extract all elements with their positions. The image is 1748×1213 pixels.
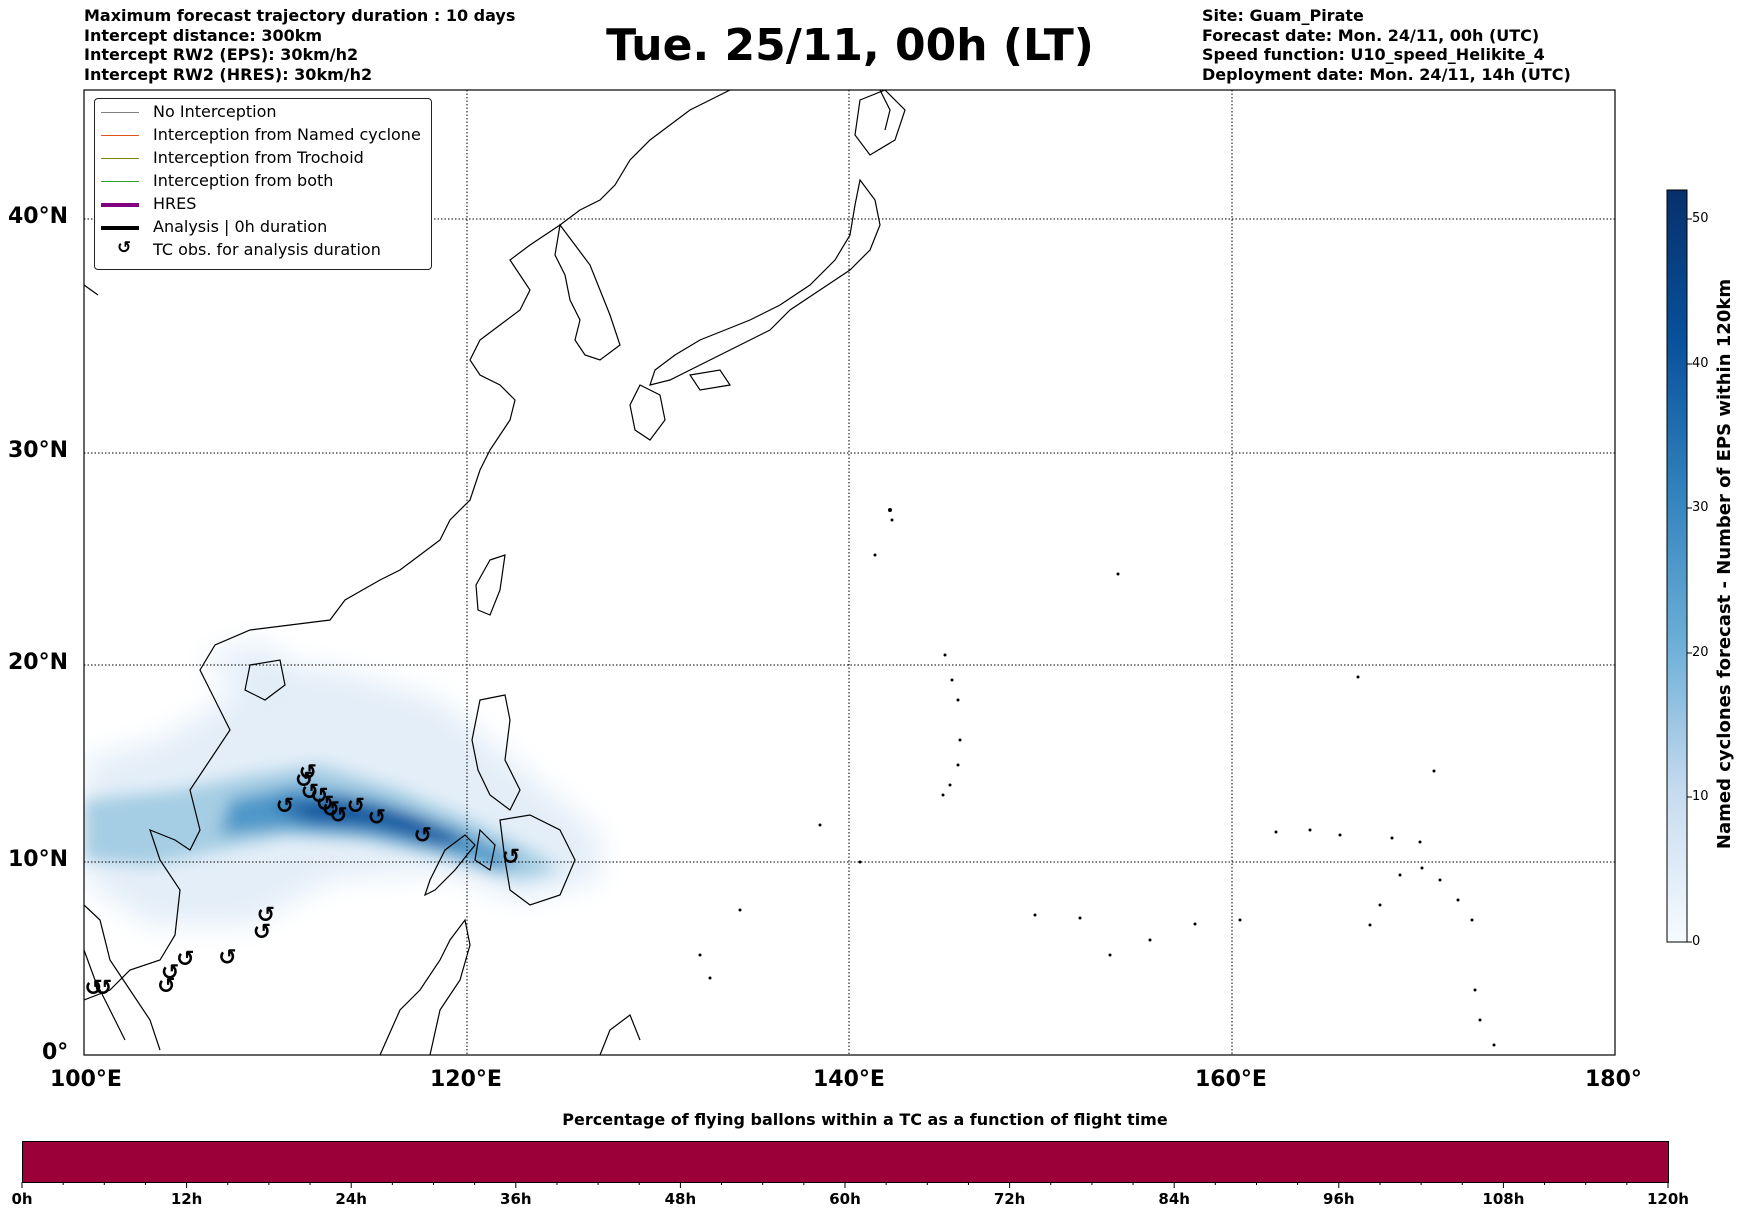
tc-obs-cyclone-icon: ↺ <box>295 768 313 793</box>
tc-obs-cyclone-icon: ↺ <box>276 794 294 819</box>
tc-obs-cyclone-icon: ↺ <box>329 804 347 829</box>
timebar-tick-label: 72h <box>993 1190 1026 1208</box>
header-right-info: Site: Guam_Pirate Forecast date: Mon. 24… <box>1202 6 1571 84</box>
tc-obs-cyclone-icon: ↺ <box>322 798 340 823</box>
header-left-line: Maximum forecast trajectory duration : 1… <box>84 6 516 25</box>
header-right-line: Speed function: U10_speed_Helikite_4 <box>1202 45 1545 64</box>
header-left-line: Intercept RW2 (HRES): 30km/h2 <box>84 64 373 84</box>
timebar-tick-label: 60h <box>829 1190 861 1208</box>
timebar-tick-label: 0h <box>11 1190 33 1208</box>
timebar-tick-label: 36h <box>500 1190 532 1208</box>
lat-label-10n: 10°N <box>8 847 69 872</box>
timebar-title: Percentage of flying ballons within a TC… <box>562 1110 1168 1129</box>
tc-obs-cyclone-icon: ↺ <box>502 845 520 870</box>
timebar-tick-label: 12h <box>170 1190 203 1208</box>
lat-label-40n: 40°N <box>8 204 69 229</box>
colorbar-ticks <box>1687 218 1692 943</box>
colorbar-tick: 30 <box>1692 500 1709 515</box>
timebar-tick-label: 24h <box>335 1190 367 1208</box>
tc-obs-cyclone-icon: ↺ <box>218 945 236 970</box>
lon-label-140e: 140°E <box>813 1067 885 1092</box>
lat-label-30n: 30°N <box>8 438 69 463</box>
legend: No Interception Interception from Named … <box>94 98 432 270</box>
tc-obs-cyclone-icon: ↺ <box>84 976 102 1001</box>
tc-obs-cyclone-icon: ↺ <box>301 780 319 805</box>
cyclone-density-core <box>84 765 560 880</box>
colorbar-title: Named cyclones forecast - Number of EPS … <box>1714 279 1735 849</box>
tc-obs-cyclone-icon: ↺ <box>257 903 275 928</box>
timebar-tick-label: 96h <box>1323 1190 1355 1208</box>
timebar-tick-label: 108h <box>1482 1190 1525 1208</box>
colorbar-tick: 40 <box>1692 356 1709 371</box>
timebar-tick-label: 84h <box>1158 1190 1190 1208</box>
colorbar-tick: 20 <box>1692 645 1709 660</box>
timebar-tick-label: 48h <box>664 1190 697 1208</box>
tc-obs-cyclone-icon: ↺ <box>316 792 334 817</box>
tc-obs-cyclone-icon: ↺ <box>94 976 112 1001</box>
tc-obs-cyclone-icon: ↺ <box>176 947 194 972</box>
cyclone-symbol-icon: ↺ <box>117 238 132 258</box>
tc-obs-cyclone-icon: ↺ <box>299 760 317 785</box>
timebar-tick-label: 120h <box>1647 1190 1689 1208</box>
colorbar-tick: 10 <box>1692 789 1709 804</box>
tc-obs-cyclone-icon: ↺ <box>161 961 179 986</box>
colorbar <box>1666 189 1688 943</box>
tc-obs-cyclone-icon: ↺ <box>368 806 386 831</box>
tc-obs-cyclone-icon: ↺ <box>347 794 365 819</box>
coastlines <box>84 90 906 1055</box>
lon-label-100e: 100°E <box>50 1067 122 1092</box>
header-left-info: Maximum forecast trajectory duration : 1… <box>84 6 515 84</box>
lon-label-120e: 120°E <box>430 1067 502 1092</box>
tc-obs-cyclone-icon: ↺ <box>157 974 175 999</box>
header-right-line: Deployment date: Mon. 24/11, 14h (UTC) <box>1202 64 1571 84</box>
lon-label-160e: 160°E <box>1195 1067 1267 1092</box>
map-border <box>83 89 1616 1056</box>
timebar <box>22 1141 1669 1183</box>
tc-obs-cyclone-icon: ↺ <box>413 823 431 848</box>
colorbar-title-text: Named cyclones forecast - Number of EPS … <box>1714 279 1735 849</box>
colorbar-tick: 0 <box>1692 934 1701 949</box>
tc-obs-cyclone-icon: ↺ <box>253 920 271 945</box>
tc-obs-layer: ↺↺↺↺↺↺↺↺ ↺↺↺↺↺↺↺↺↺↺↺↺ <box>84 760 520 1001</box>
lat-label-0: 0° <box>42 1040 69 1065</box>
lat-label-20n: 20°N <box>8 650 69 675</box>
tc-obs-cyclone-icon: ↺ <box>310 784 328 809</box>
header-right-line: Forecast date: Mon. 24/11, 00h (UTC) <box>1202 25 1540 45</box>
colorbar-tick: 50 <box>1692 211 1709 226</box>
lon-label-180: 180° <box>1585 1067 1642 1092</box>
main-title: Tue. 25/11, 00h (LT) <box>606 20 1094 71</box>
header-right-line: Site: Guam_Pirate <box>1202 6 1364 25</box>
pacific-islands <box>698 508 1496 1047</box>
header-left-line: Intercept RW2 (EPS): 30km/h2 <box>84 45 359 64</box>
header-left-line: Intercept distance: 300km <box>84 25 323 45</box>
